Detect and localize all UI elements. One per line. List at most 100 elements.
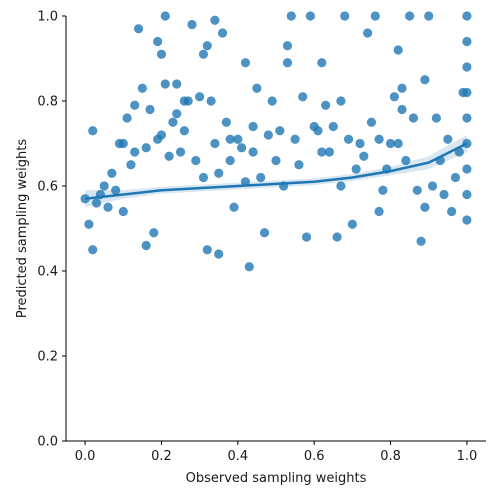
data-point [160, 11, 170, 21]
data-point [149, 228, 159, 238]
data-point [202, 245, 212, 255]
data-point [351, 164, 361, 174]
data-point [179, 126, 189, 136]
data-point [141, 240, 151, 251]
data-point [385, 138, 396, 149]
data-point [366, 117, 377, 127]
data-point [378, 185, 388, 195]
data-point [416, 236, 426, 246]
data-point [374, 134, 384, 144]
data-point [183, 96, 193, 106]
data-point [202, 41, 212, 51]
data-point [408, 113, 419, 123]
x-tick-label: 0.0 [75, 449, 96, 464]
data-point [462, 62, 472, 72]
data-point [221, 117, 231, 127]
data-point [130, 147, 140, 157]
data-point [168, 117, 178, 127]
data-point [256, 172, 266, 183]
y-tick-label: 0.4 [37, 265, 58, 280]
data-point [107, 168, 117, 178]
data-point [393, 138, 403, 149]
y-axis-label: Predicted sampling weights [15, 139, 30, 318]
data-point [237, 143, 247, 153]
data-point [290, 134, 300, 144]
axes [65, 16, 486, 442]
data-point [321, 100, 331, 110]
data-point [313, 126, 323, 136]
data-point [420, 75, 430, 85]
data-point [462, 164, 472, 174]
data-point [160, 79, 170, 89]
data-point [267, 96, 277, 106]
data-point [198, 49, 209, 59]
data-point [88, 126, 98, 136]
x-axis-label: Observed sampling weights [186, 471, 367, 486]
x-tick-label: 1.0 [457, 449, 478, 464]
data-point [462, 87, 472, 98]
x-tick-label: 0.2 [151, 449, 172, 464]
data-point [294, 160, 304, 170]
data-point [389, 92, 399, 102]
data-point [328, 121, 338, 132]
data-point [252, 83, 262, 93]
data-point [133, 24, 144, 34]
data-point [450, 172, 461, 183]
trend-line [84, 142, 468, 200]
data-point [420, 202, 430, 212]
data-point [370, 11, 380, 21]
data-point [217, 28, 228, 38]
data-point [305, 11, 315, 21]
data-point [347, 219, 357, 229]
data-point [343, 134, 354, 144]
y-tick-label: 0.8 [37, 95, 58, 110]
data-point [187, 19, 197, 30]
data-point [332, 232, 342, 242]
data-point [439, 189, 449, 200]
data-point [191, 155, 201, 166]
data-point [172, 79, 182, 89]
data-point [233, 134, 243, 144]
data-point [240, 58, 251, 68]
x-ticks: 0.0 0.2 0.4 0.6 0.8 1.0 [75, 441, 478, 464]
data-point [156, 130, 167, 140]
data-point [412, 185, 422, 195]
data-point [172, 109, 182, 119]
data-point [244, 262, 254, 272]
data-point [175, 147, 186, 157]
data-point [336, 181, 346, 191]
data-point [225, 155, 235, 166]
data-point [130, 100, 140, 110]
data-point [431, 113, 441, 123]
data-point [462, 113, 472, 123]
data-point [393, 45, 403, 55]
data-point [118, 206, 128, 217]
y-tick-label: 1.0 [37, 10, 58, 25]
data-point [263, 130, 273, 140]
data-point [443, 134, 453, 144]
data-point [355, 138, 365, 149]
y-ticks: 0.0 0.2 0.4 0.6 0.8 1.0 [37, 10, 66, 450]
data-point [447, 206, 457, 217]
data-point [88, 245, 98, 255]
data-point [214, 168, 224, 178]
data-point [145, 104, 155, 115]
data-point [359, 151, 369, 161]
data-point [156, 49, 167, 59]
y-tick-label: 0.0 [37, 435, 58, 450]
data-point [229, 202, 239, 212]
data-point [271, 155, 281, 166]
data-point [424, 11, 434, 21]
data-point [462, 36, 472, 47]
data-point [340, 11, 350, 21]
data-point [259, 228, 270, 238]
data-point [240, 177, 251, 187]
data-point [462, 189, 472, 200]
data-point [405, 11, 415, 21]
data-point [225, 134, 235, 144]
data-point [248, 121, 258, 132]
data-point [282, 58, 293, 68]
data-point [336, 96, 346, 106]
data-point [301, 232, 312, 242]
data-point [286, 11, 296, 21]
